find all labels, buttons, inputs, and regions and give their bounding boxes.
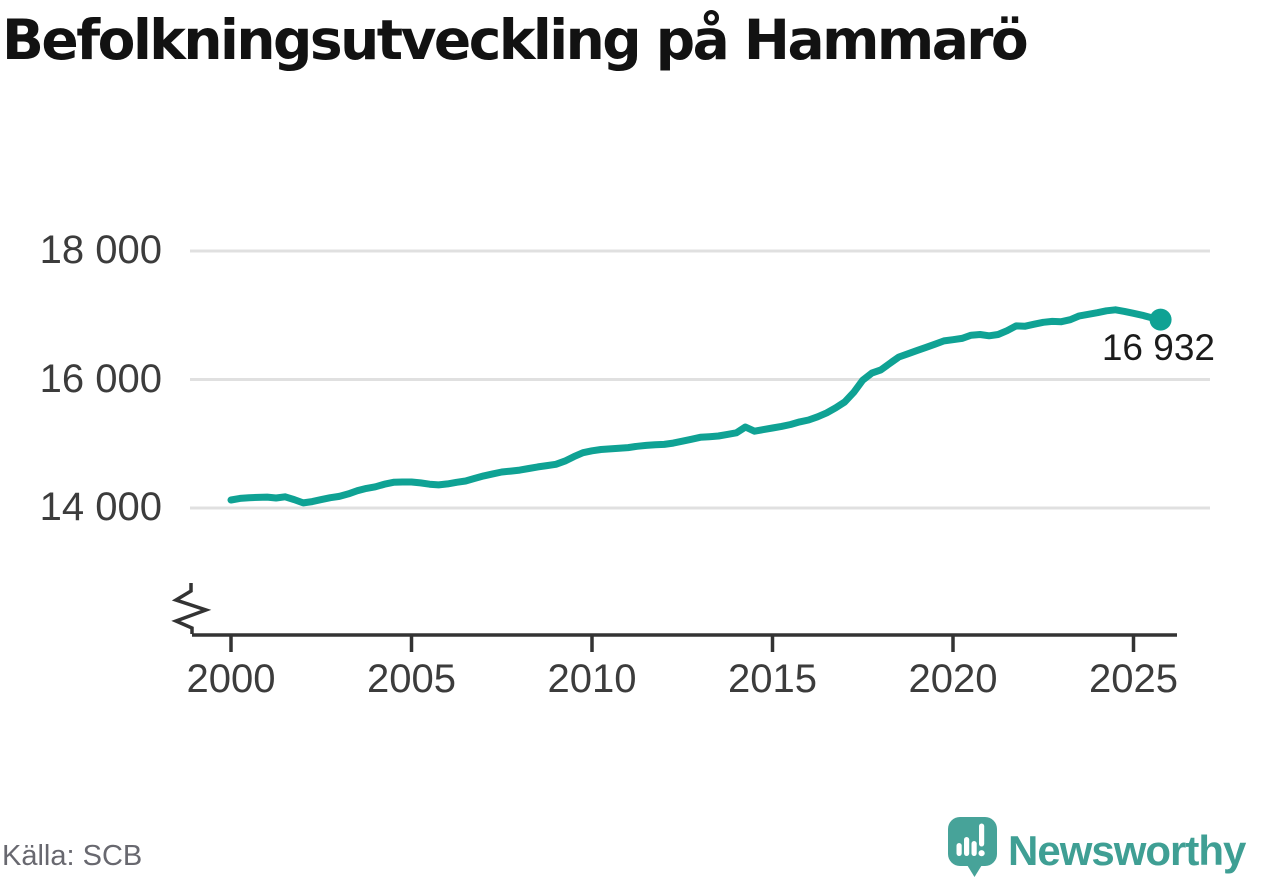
logo-bar-chart-icon bbox=[956, 823, 985, 857]
x-tick-label: 2015 bbox=[728, 657, 817, 701]
last-point-dot bbox=[1149, 308, 1172, 331]
axis-break-icon bbox=[171, 583, 212, 634]
source-note: Källa: SCB bbox=[2, 840, 143, 872]
y-tick-label: 16 000 bbox=[39, 356, 162, 401]
x-tick-label: 2005 bbox=[367, 657, 456, 701]
chart-title: Befolkningsutveckling på Hammarö bbox=[2, 8, 1029, 72]
brand-name: Newsworthy bbox=[1008, 827, 1246, 874]
x-tick-label: 2025 bbox=[1089, 657, 1178, 701]
x-tick-label: 2000 bbox=[186, 657, 276, 701]
last-value-label: 16 932 bbox=[1101, 327, 1215, 368]
y-tick-label: 18 000 bbox=[39, 228, 162, 272]
x-tick-label: 2010 bbox=[547, 657, 637, 701]
x-tick-label: 2020 bbox=[908, 657, 998, 701]
newsworthy-logo-icon bbox=[948, 817, 997, 877]
y-tick-label: 14 000 bbox=[39, 485, 162, 529]
population-line bbox=[227, 306, 1165, 507]
